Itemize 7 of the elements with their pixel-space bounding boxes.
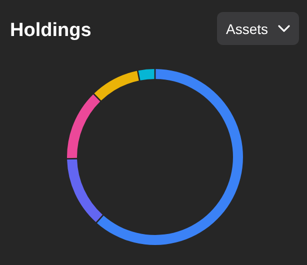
donut-slice — [94, 70, 139, 101]
donut-slice — [67, 159, 103, 222]
donut-slice — [138, 69, 154, 80]
chart-title: Holdings — [10, 20, 92, 41]
donut-slice — [96, 69, 243, 245]
text: Assets — [226, 21, 268, 37]
donut-slice — [67, 94, 100, 158]
